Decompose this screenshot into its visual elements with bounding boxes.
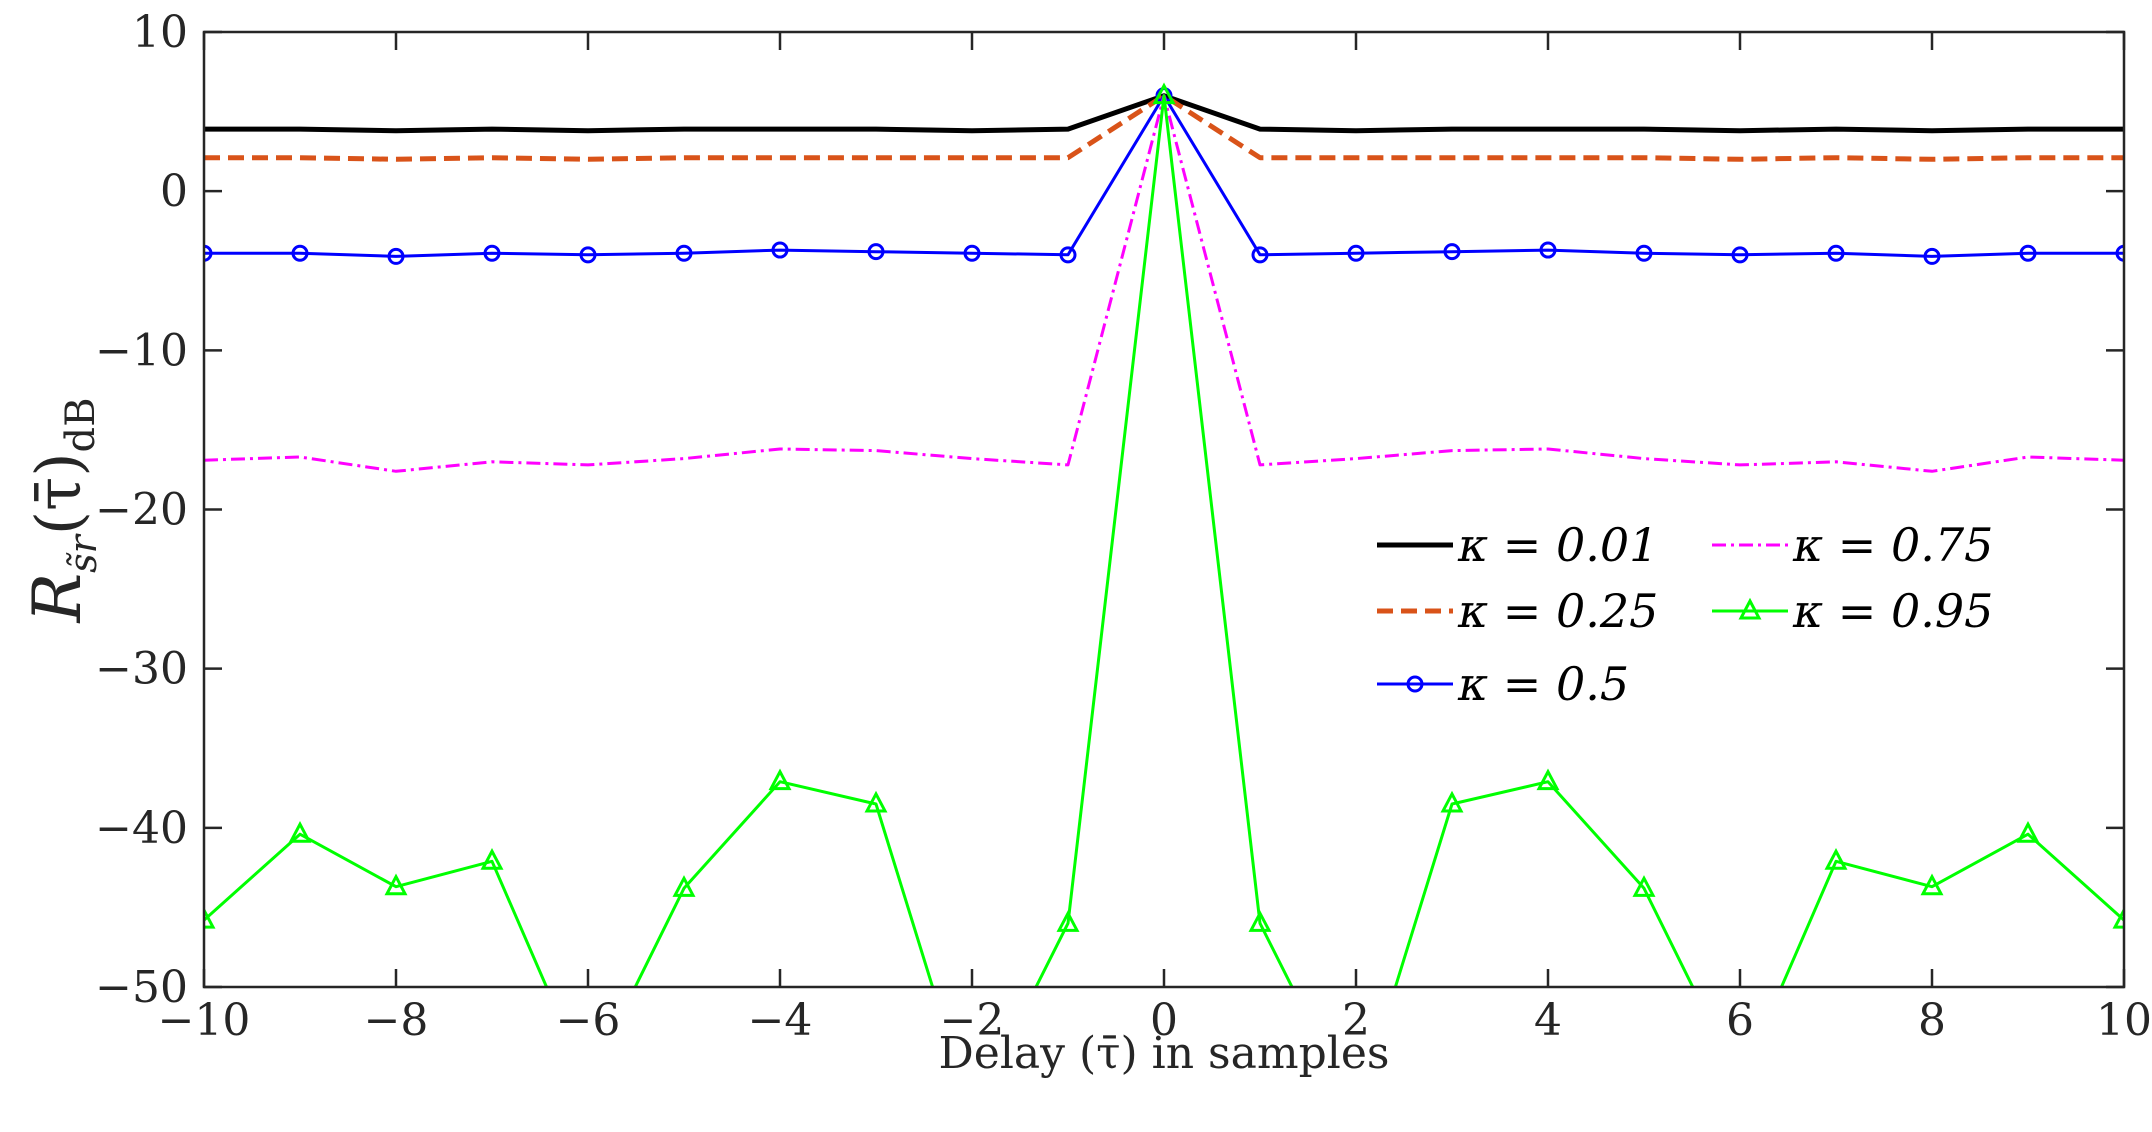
data-point: [1251, 246, 1269, 264]
data-point: [288, 820, 312, 843]
x-axis-label: Delay (τ̄) in samples: [939, 1028, 1390, 1079]
x-tick-label: −8: [364, 995, 429, 1046]
data-point: [1827, 244, 1845, 262]
data-point: [1731, 246, 1749, 264]
legend-label-k001: κ = 0.01: [1457, 518, 1658, 572]
x-tick-label: −10: [158, 995, 251, 1046]
data-point: [675, 244, 693, 262]
x-tick-label: −6: [556, 995, 621, 1046]
series-1: [204, 93, 2124, 162]
legend-label-k075: κ = 0.75: [1792, 518, 1993, 572]
x-tick-label: −2: [940, 995, 1005, 1046]
data-point: [864, 790, 888, 813]
y-tick-label: 10: [132, 7, 188, 58]
x-tick-label: 2: [1342, 995, 1370, 1046]
data-point: [2112, 906, 2124, 929]
data-point: [483, 244, 501, 262]
data-point: [768, 768, 792, 791]
y-tick-label: −50: [95, 962, 188, 1013]
y-axis-label-sub: s̃r: [61, 532, 105, 573]
data-point: [204, 906, 216, 929]
x-tick-label: −4: [748, 995, 813, 1046]
data-point: [1056, 910, 1080, 932]
data-point: [2019, 244, 2037, 262]
data-point: [1824, 848, 1848, 870]
data-point: [291, 244, 309, 262]
x-tick-label: 0: [1150, 995, 1178, 1046]
x-tick-label: 10: [2096, 995, 2152, 1046]
data-point: [672, 875, 696, 897]
legend-entry-k001[interactable]: κ = 0.01: [1377, 518, 1658, 572]
data-point: [1248, 910, 1272, 932]
plot-area: [204, 32, 2124, 987]
legend-marker-triangle: [1738, 597, 1762, 620]
legend-label-k095: κ = 0.95: [1792, 584, 1993, 638]
data-point: [963, 244, 981, 262]
legend-entry-k025[interactable]: κ = 0.25: [1377, 584, 1658, 638]
legend-entry-k05[interactable]: κ = 0.5: [1377, 657, 1629, 711]
y-tick-label: −40: [95, 803, 188, 854]
svg-text:Rs̃r(τ̄)dB: Rs̃r(τ̄)dB: [19, 397, 105, 623]
x-tick-label: 8: [1918, 995, 1946, 1046]
data-point: [2016, 820, 2040, 843]
data-point: [1443, 243, 1461, 261]
series-layer: [204, 82, 2124, 987]
legend-entry-k095[interactable]: κ = 0.95: [1712, 584, 1993, 638]
series-line: [204, 93, 2124, 162]
data-point: [2115, 244, 2124, 262]
data-point: [1923, 247, 1941, 265]
y-tick-label: −10: [95, 325, 188, 376]
y-axis-label-main: R: [19, 573, 96, 624]
y-axis-label-paren: (τ̄): [22, 452, 95, 535]
y-tick-label: −20: [95, 485, 188, 536]
data-point: [1920, 873, 1944, 896]
legend-label-k05: κ = 0.5: [1457, 657, 1629, 711]
legend-marker-circle: [1406, 675, 1424, 693]
data-point: [384, 873, 408, 896]
y-tick-label: 0: [160, 166, 188, 217]
data-point: [1632, 875, 1656, 897]
data-point: [480, 848, 504, 870]
data-point: [1536, 768, 1560, 791]
legend-label-k025: κ = 0.25: [1457, 584, 1658, 638]
data-point: [579, 246, 597, 264]
data-point: [1152, 82, 1176, 105]
data-point: [1635, 244, 1653, 262]
plot-frame: [202, 30, 2126, 989]
data-point: [1440, 790, 1464, 813]
series-4: [204, 82, 2124, 987]
legend: κ = 0.01 κ = 0.75 κ = 0.25 κ = 0.95 κ = …: [1377, 518, 1993, 711]
x-tick-label: 6: [1726, 995, 1754, 1046]
y-tick-label: −30: [95, 644, 188, 695]
data-point: [1539, 241, 1557, 259]
x-tick-label: 4: [1534, 995, 1562, 1046]
data-point: [387, 247, 405, 265]
data-point: [1347, 244, 1365, 262]
y-axis-label: Rs̃r(τ̄)dB: [19, 397, 105, 623]
y-axis-label-unit: dB: [58, 397, 104, 452]
data-point: [204, 244, 213, 262]
data-point: [771, 241, 789, 259]
data-point: [867, 243, 885, 261]
data-point: [1059, 246, 1077, 264]
series-line: [204, 94, 2124, 987]
legend-entry-k075[interactable]: κ = 0.75: [1712, 518, 1993, 572]
